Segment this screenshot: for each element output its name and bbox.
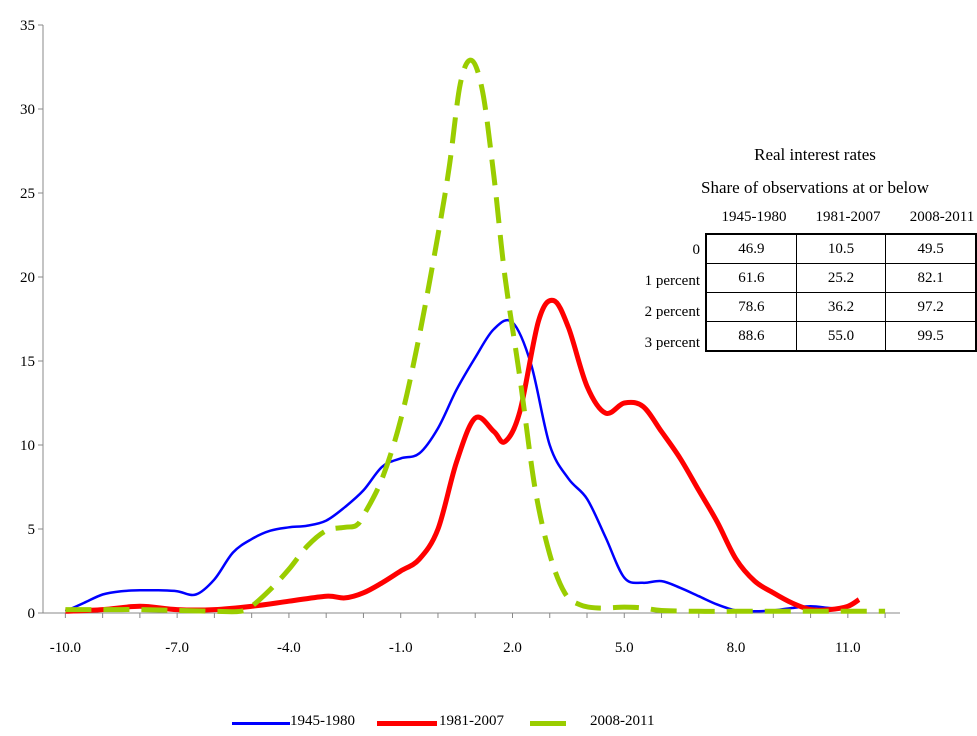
table-row: 88.6 55.0 99.5 bbox=[705, 321, 977, 352]
table-cell: 88.6 bbox=[705, 321, 797, 352]
row-label: 2 percent bbox=[644, 304, 700, 320]
x-tick-label: 11.0 bbox=[835, 640, 861, 656]
table-cell: 99.5 bbox=[885, 321, 977, 352]
column-header: 1981-2007 bbox=[815, 209, 881, 225]
x-tick-label: -10.0 bbox=[50, 640, 81, 656]
x-tick-label: -1.0 bbox=[389, 640, 413, 656]
legend-swatch bbox=[377, 721, 437, 726]
inset-title: Real interest rates bbox=[754, 145, 876, 164]
y-tick-label: 0 bbox=[28, 606, 36, 622]
legend-label: 1981-2007 bbox=[439, 713, 504, 729]
y-tick-label: 15 bbox=[20, 354, 35, 370]
legend-item-1945-1980: 1945-1980 bbox=[232, 712, 382, 734]
y-tick-label: 10 bbox=[20, 438, 35, 454]
x-tick-label: 2.0 bbox=[503, 640, 522, 656]
column-header: 2008-2011 bbox=[909, 209, 975, 225]
row-label: 0 bbox=[692, 242, 701, 258]
table-cell: 61.6 bbox=[705, 263, 797, 293]
legend-swatch bbox=[530, 721, 566, 726]
legend: 1945-1980 1981-2007 2008-2011 bbox=[232, 712, 692, 734]
series-line-2008-2011 bbox=[65, 57, 886, 615]
table-cell: 82.1 bbox=[885, 263, 977, 293]
table-row: 46.9 10.5 49.5 bbox=[705, 233, 977, 264]
x-tick-label: -4.0 bbox=[277, 640, 301, 656]
y-tick-label: 35 bbox=[20, 18, 35, 34]
y-tick-label: 20 bbox=[20, 270, 35, 286]
table-cell: 78.6 bbox=[705, 292, 797, 322]
table-cell: 25.2 bbox=[795, 263, 887, 293]
series-layer bbox=[64, 57, 886, 615]
legend-item-2008-2011: 2008-2011 bbox=[530, 712, 690, 734]
legend-swatch bbox=[232, 722, 290, 725]
y-tick-label: 25 bbox=[20, 186, 35, 202]
legend-label: 1945-1980 bbox=[290, 713, 355, 729]
series-line-1981-2007 bbox=[65, 297, 861, 614]
table-cell: 46.9 bbox=[705, 233, 797, 264]
table-row: 61.6 25.2 82.1 bbox=[705, 263, 977, 293]
x-tick-label: 5.0 bbox=[615, 640, 634, 656]
row-labels: 0 1 percent 2 percent 3 percent bbox=[600, 235, 700, 359]
legend-label: 2008-2011 bbox=[590, 713, 655, 729]
table-row: 78.6 36.2 97.2 bbox=[705, 292, 977, 322]
x-tick-label: -7.0 bbox=[165, 640, 189, 656]
table-cell: 49.5 bbox=[885, 233, 977, 264]
table-cell: 10.5 bbox=[795, 233, 887, 264]
x-tick-label: 8.0 bbox=[727, 640, 746, 656]
table-cell: 97.2 bbox=[885, 292, 977, 322]
column-header: 1945-1980 bbox=[721, 209, 787, 225]
legend-item-1981-2007: 1981-2007 bbox=[377, 712, 537, 734]
row-label: 1 percent bbox=[644, 273, 700, 289]
row-label: 3 percent bbox=[644, 335, 700, 351]
y-tick-label: 5 bbox=[28, 522, 36, 538]
table-cell: 55.0 bbox=[795, 321, 887, 352]
y-tick-label: 30 bbox=[20, 102, 35, 118]
series-line-1945-1980 bbox=[64, 318, 848, 613]
inset-subtitle: Share of observations at or below bbox=[700, 178, 930, 197]
rates-table: 46.9 10.5 49.5 61.6 25.2 82.1 78.6 36.2 … bbox=[705, 233, 977, 352]
table-cell: 36.2 bbox=[795, 292, 887, 322]
